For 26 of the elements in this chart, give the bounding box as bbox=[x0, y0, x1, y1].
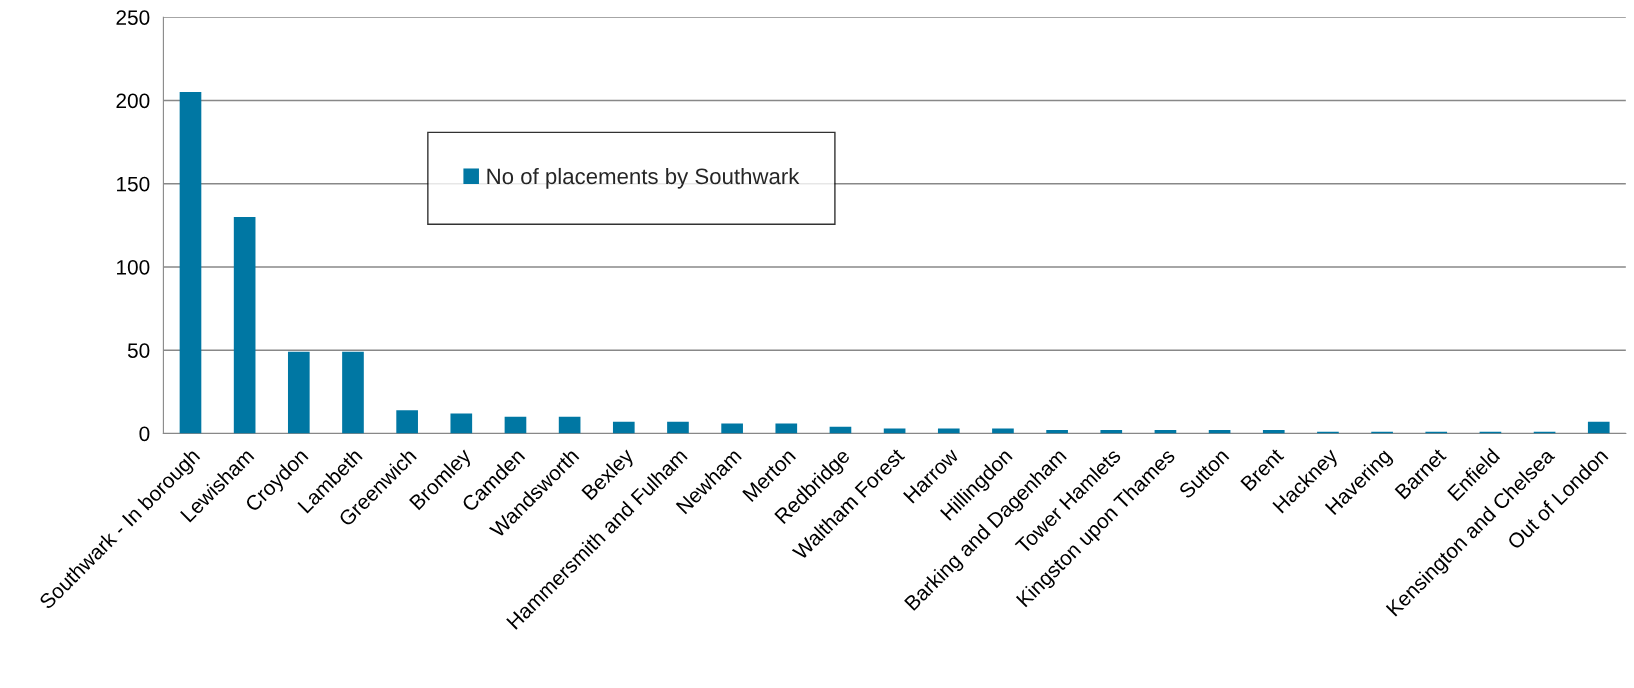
y-tick-label: 250 bbox=[116, 10, 150, 25]
bar bbox=[1046, 430, 1068, 434]
bar bbox=[450, 413, 473, 434]
y-tick-label: 200 bbox=[116, 93, 150, 109]
bar bbox=[612, 421, 635, 434]
bar bbox=[883, 428, 906, 434]
bar bbox=[396, 410, 418, 434]
y-tick-label: 150 bbox=[117, 176, 150, 192]
bar bbox=[992, 428, 1014, 434]
bar bbox=[1262, 430, 1285, 434]
bar bbox=[233, 217, 256, 434]
bar bbox=[721, 423, 743, 434]
y-tick-label: 50 bbox=[127, 343, 150, 358]
bar bbox=[775, 423, 798, 434]
bar bbox=[342, 351, 364, 434]
bar bbox=[179, 92, 202, 434]
y-tick-label: 100 bbox=[117, 259, 150, 275]
bar bbox=[1587, 421, 1610, 434]
y-tick-label: 0 bbox=[139, 426, 150, 442]
bar bbox=[937, 428, 960, 434]
bar bbox=[1100, 430, 1123, 434]
bar bbox=[287, 351, 310, 434]
bar bbox=[558, 416, 581, 434]
bar bbox=[667, 421, 689, 434]
bar bbox=[504, 416, 527, 434]
legend-label: No of placements by Southwark bbox=[487, 167, 800, 189]
